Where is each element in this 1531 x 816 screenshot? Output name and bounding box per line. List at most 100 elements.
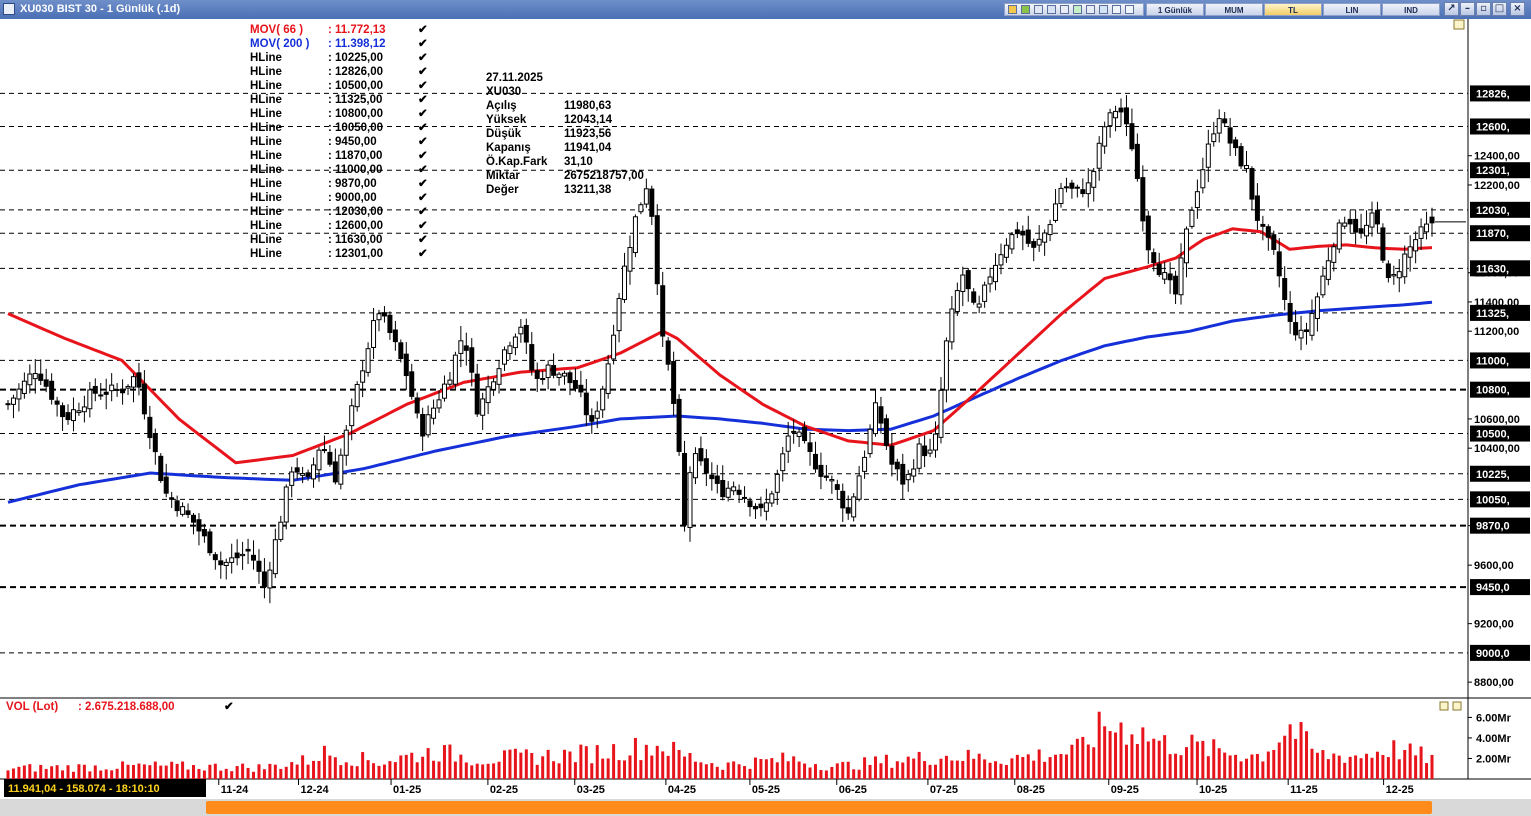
candle-body-down: [332, 461, 338, 483]
volume-bar: [339, 765, 343, 779]
candle-body-down: [1276, 251, 1282, 277]
volume-bar: [623, 760, 627, 779]
grid-icon[interactable]: [1060, 5, 1069, 14]
candle: [862, 450, 868, 479]
price-chart[interactable]: 8800,009200,009600,009870,0010400,001060…: [0, 19, 1531, 816]
minimize-icon[interactable]: –: [1460, 2, 1475, 16]
tab-mum[interactable]: MUM: [1205, 3, 1263, 16]
candle: [207, 528, 213, 556]
hline-value-label: 10225,: [1476, 469, 1510, 481]
candle: [752, 503, 758, 519]
candle-body-up: [1309, 312, 1315, 336]
volume-bar: [1348, 756, 1352, 779]
volume-bar: [273, 764, 277, 779]
candle: [676, 394, 682, 456]
info-value: 11923,56: [564, 128, 611, 140]
volume-bar: [22, 765, 26, 779]
tab-period[interactable]: 1 Günlük: [1146, 3, 1204, 16]
volume-bar: [1386, 757, 1390, 779]
volume-bar: [1239, 761, 1243, 779]
restore-icon[interactable]: ▫: [1476, 2, 1491, 16]
chevron-down-icon[interactable]: [1125, 5, 1134, 14]
candle: [518, 318, 524, 343]
candle: [1287, 291, 1293, 334]
candle: [1042, 229, 1048, 256]
tab-tl[interactable]: TL: [1264, 3, 1322, 16]
candle-body-down: [1287, 302, 1293, 322]
indicator-icon[interactable]: [1073, 5, 1082, 14]
candle: [485, 375, 491, 415]
close-icon[interactable]: ×: [1510, 2, 1525, 16]
volume-bar: [835, 763, 839, 779]
line-icon[interactable]: [1086, 5, 1095, 14]
price-tick-label: 12400,00: [1474, 151, 1520, 163]
candle: [1178, 243, 1184, 305]
candle-body-down: [1063, 186, 1069, 189]
candle: [311, 457, 317, 488]
candle: [933, 421, 939, 458]
toolbar-icons[interactable]: [1004, 3, 1144, 16]
volume-bar: [1097, 711, 1101, 779]
legend-item: HLine: 9870,00 ✔: [250, 178, 428, 190]
color-icon[interactable]: [1008, 5, 1017, 14]
candle-body-up: [993, 264, 999, 283]
candle-body-down: [234, 552, 240, 559]
candle: [1424, 211, 1430, 240]
volume-bar: [301, 755, 305, 779]
candle: [10, 394, 16, 419]
candle-body-up: [371, 320, 377, 348]
candle: [851, 493, 857, 522]
candle: [1304, 322, 1310, 345]
candle-body-up: [632, 216, 638, 254]
candle: [1216, 109, 1222, 143]
pin-icon[interactable]: ↗: [1444, 2, 1459, 16]
candle: [1069, 179, 1075, 199]
candle: [529, 332, 535, 376]
candle: [60, 402, 66, 431]
draw-icon[interactable]: [1047, 5, 1056, 14]
hline-value-label: 11000,: [1476, 355, 1509, 367]
tab-ind[interactable]: IND: [1382, 3, 1440, 16]
maximize-icon[interactable]: □: [1492, 2, 1507, 16]
check-icon: ✔: [418, 248, 428, 260]
candle-body-down: [965, 270, 971, 290]
legend-value: : 12030,00: [328, 206, 383, 218]
volume-bar: [1365, 753, 1369, 779]
volume-bar: [950, 760, 954, 779]
candle: [725, 481, 731, 502]
hline-value-label: 10500,: [1476, 429, 1510, 441]
candle-body-down: [534, 370, 540, 379]
volume-bar: [82, 764, 86, 779]
volume-bar: [672, 741, 676, 779]
volume-bar: [633, 737, 637, 779]
candle-body-down: [540, 377, 546, 381]
tab-lin[interactable]: LIN: [1323, 3, 1381, 16]
check-icon: ✔: [418, 38, 428, 50]
trend-icon[interactable]: [1099, 5, 1108, 14]
volume-bar: [1032, 760, 1036, 779]
volume-bar: [1332, 753, 1336, 779]
candle-body-down: [256, 560, 262, 572]
volume-bar: [1392, 740, 1396, 779]
volume-bar: [868, 764, 872, 779]
settings-icon[interactable]: [1112, 5, 1121, 14]
candle: [327, 445, 333, 467]
volume-bar: [219, 770, 223, 779]
volume-bar: [159, 765, 163, 779]
layers-icon[interactable]: [1021, 5, 1030, 14]
candle-body-down: [49, 380, 55, 400]
candle-body-down: [676, 398, 682, 452]
candle: [387, 311, 393, 340]
date-label: 07-25: [930, 784, 958, 796]
candle-body-up: [452, 354, 458, 385]
candle: [982, 281, 988, 308]
zoom-icon[interactable]: [1034, 5, 1043, 14]
candle: [682, 440, 688, 532]
candle: [638, 202, 644, 215]
candle-body-up: [1391, 273, 1397, 277]
candle: [556, 371, 562, 386]
volume-bar: [1228, 755, 1232, 779]
volume-bar: [164, 765, 168, 779]
candle-body-down: [894, 461, 900, 470]
volume-bar: [1092, 747, 1096, 779]
